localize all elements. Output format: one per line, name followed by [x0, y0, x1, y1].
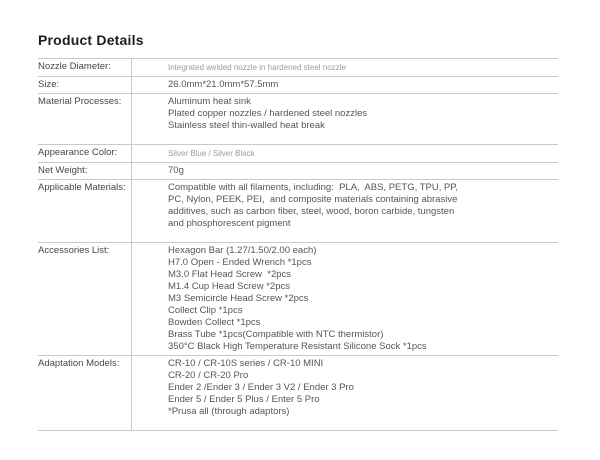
row-value: Silver Blue / Silver Black [132, 145, 558, 162]
row-label: Adaptation Models: [38, 356, 132, 430]
value-line: Compatible with all filaments, including… [168, 182, 459, 193]
row-label: Size: [38, 77, 132, 93]
value-line: H7.0 Open - Ended Wrench *1pcs [168, 257, 312, 268]
value-line: M3 Semicircle Head Screw *2pcs [168, 293, 309, 304]
row-value: 70g [132, 163, 558, 179]
row-label: Material Processes: [38, 94, 132, 144]
row-label: Applicable Materials: [38, 180, 132, 242]
value-line: *Prusa all (through adaptors) [168, 406, 290, 417]
table-row: Nozzle Diameter: Integrated welded nozzle… [38, 59, 558, 77]
value-line: Ender 2 /Ender 3 / Ender 3 V2 / Ender 3 … [168, 382, 354, 393]
value-line: Bowden Collect *1pcs [168, 317, 261, 328]
value-line: M1.4 Cup Head Screw *2pcs [168, 281, 290, 292]
row-value: Aluminum heat sink Plated copper nozzles … [132, 94, 558, 144]
row-spacer [168, 132, 558, 142]
value-line: Ender 5 / Ender 5 Plus / Enter 5 Pro [168, 394, 320, 405]
row-value: Integrated welded nozzle in hardened ste… [132, 59, 558, 76]
value-line: 350°C Black High Temperature Resistant S… [168, 341, 427, 352]
product-details-table: Nozzle Diameter: Integrated welded nozzle… [38, 58, 558, 431]
table-row: Applicable Materials: Compatible with all… [38, 180, 558, 243]
row-value: Compatible with all filaments, including… [132, 180, 558, 242]
row-label: Net Weight: [38, 163, 132, 179]
row-label: Appearance Color: [38, 145, 132, 162]
value-line: Aluminum heat sink [168, 96, 251, 107]
value-line: additives, such as carbon fiber, steel, … [168, 206, 455, 217]
value-line: Silver Blue / Silver Black [168, 149, 255, 158]
table-row: Accessories List: Hexagon Bar (1.27/1.50/… [38, 243, 558, 356]
value-line: CR-10 / CR-10S series / CR-10 MINI [168, 358, 324, 369]
value-line: CR-20 / CR-20 Pro [168, 370, 249, 381]
value-line: Collect Clip *1pcs [168, 305, 243, 316]
page-title: Product Details [38, 32, 144, 48]
row-label: Accessories List: [38, 243, 132, 355]
value-line: M3.0 Flat Head Screw *2pcs [168, 269, 292, 280]
value-line: Brass Tube *1pcs(Compatible with NTC the… [168, 329, 384, 340]
row-value: CR-10 / CR-10S series / CR-10 MINI CR-20 … [132, 356, 558, 430]
row-label: Nozzle Diameter: [38, 59, 132, 76]
value-line: 26.0mm*21.0mm*57.5mm [168, 79, 279, 90]
table-row: Adaptation Models: CR-10 / CR-10S series … [38, 356, 558, 431]
value-line: and phosphorescent pigment [168, 218, 291, 229]
value-line: Stainless steel thin-walled heat break [168, 120, 325, 131]
value-line: Hexagon Bar (1.27/1.50/2.00 each) [168, 245, 317, 256]
table-row: Net Weight: 70g [38, 163, 558, 180]
row-spacer [168, 230, 558, 240]
value-line: PC, Nylon, PEEK, PEI, and composite mate… [168, 194, 458, 205]
row-spacer [168, 418, 558, 428]
row-value: 26.0mm*21.0mm*57.5mm [132, 77, 558, 93]
table-row: Size: 26.0mm*21.0mm*57.5mm [38, 77, 558, 94]
value-line: Plated copper nozzles / hardened steel n… [168, 108, 368, 119]
table-row: Material Processes: Aluminum heat sink Pla… [38, 94, 558, 145]
table-row: Appearance Color: Silver Blue / Silver Bl… [38, 145, 558, 163]
value-line: Integrated welded nozzle in hardened ste… [168, 63, 346, 72]
row-value: Hexagon Bar (1.27/1.50/2.00 each) H7.0 Op… [132, 243, 558, 355]
value-line: 70g [168, 165, 184, 176]
